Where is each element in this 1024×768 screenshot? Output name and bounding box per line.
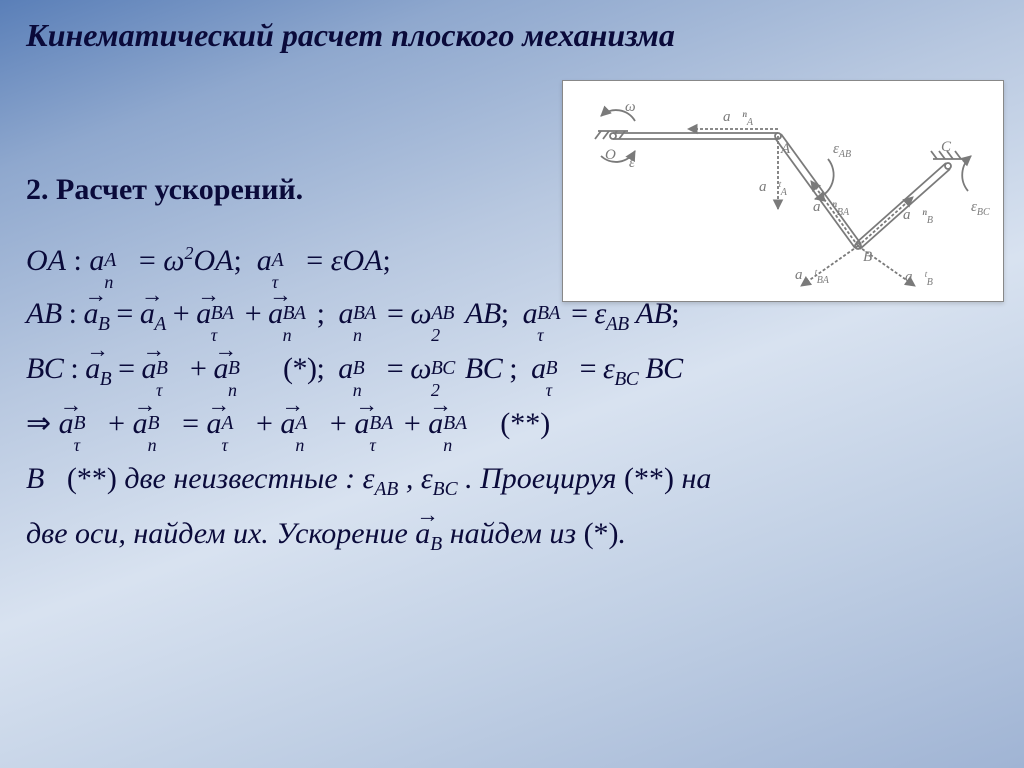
- formula-BC: BC : aB = aτB + anB (*); anB = ω2BC BC ;…: [26, 343, 998, 396]
- label-eps: ε: [629, 155, 635, 171]
- label-atA: a⃗ᵗA: [759, 179, 788, 198]
- diagram-svg: O ω ε a⃗ⁿA A a⃗ᵗA εAB a⃗ⁿBA a⃗ᵗBA B a⃗ⁿB…: [563, 81, 1003, 301]
- note-line-1: В (**) две неизвестные : εAB , εBC . Про…: [26, 453, 998, 507]
- slide: Кинематический расчет плоского механизма: [0, 0, 1024, 768]
- label-omega: ω: [625, 99, 636, 115]
- label-anA: a⃗ⁿA: [723, 109, 754, 128]
- label-atB: a⃗ᵗB: [905, 269, 933, 288]
- label-B: B: [863, 249, 872, 265]
- mechanism-diagram: O ω ε a⃗ⁿA A a⃗ᵗA εAB a⃗ⁿBA a⃗ᵗBA B a⃗ⁿB…: [562, 80, 1004, 302]
- label-C: C: [941, 139, 952, 155]
- label-epsAB: εAB: [833, 141, 851, 160]
- slide-title: Кинематический расчет плоского механизма: [26, 18, 998, 53]
- label-anB: a⃗ⁿB: [903, 207, 933, 226]
- label-epsBC: εBC: [971, 199, 990, 218]
- label-O: O: [605, 147, 616, 163]
- note-line-2: две оси, найдем их. Ускорение aB найдем …: [26, 508, 998, 562]
- formula-implication: ⇒ aτB + anB = aτA + anA + aτBA + anBA (*…: [26, 398, 998, 449]
- note-block: В (**) две неизвестные : εAB , εBC . Про…: [26, 453, 998, 561]
- label-A: A: [780, 141, 791, 157]
